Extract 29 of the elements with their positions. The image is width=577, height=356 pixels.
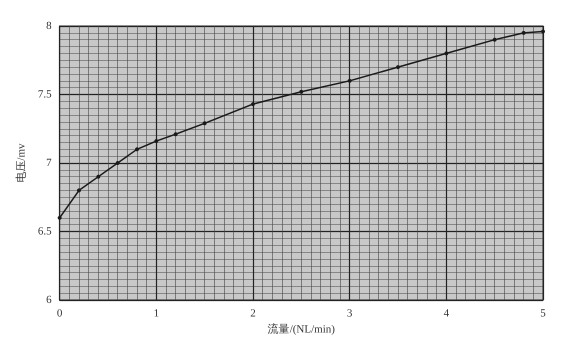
point	[134, 147, 139, 152]
y-tick-label: 6.5	[38, 226, 52, 238]
x-axis-title: 流量/(NL/min)	[268, 322, 336, 336]
y-tick-label: 6	[46, 294, 52, 306]
point	[348, 78, 352, 83]
point	[202, 121, 207, 126]
point	[299, 90, 304, 94]
point	[96, 174, 100, 179]
x-tick-label: 0	[56, 308, 63, 320]
point	[174, 132, 178, 136]
x-tick-label: 4	[444, 308, 450, 320]
x-tick-label: 3	[346, 308, 353, 320]
point	[492, 38, 497, 42]
point	[396, 65, 400, 70]
y-tick-label: 7	[46, 157, 52, 169]
point	[116, 161, 120, 165]
x-tick-label: 1	[154, 308, 160, 320]
point	[58, 216, 62, 220]
x-tick-label: 5	[540, 308, 546, 320]
point	[522, 30, 526, 35]
point	[154, 139, 158, 144]
point	[250, 102, 255, 106]
y-tick-label: 8	[46, 20, 52, 32]
y-axis-title: 电压/mv	[14, 142, 28, 183]
y-tick-label: 7.5	[38, 88, 52, 100]
point	[541, 29, 545, 34]
x-tick-label: 2	[250, 308, 256, 320]
point	[444, 51, 448, 56]
point	[76, 188, 81, 192]
